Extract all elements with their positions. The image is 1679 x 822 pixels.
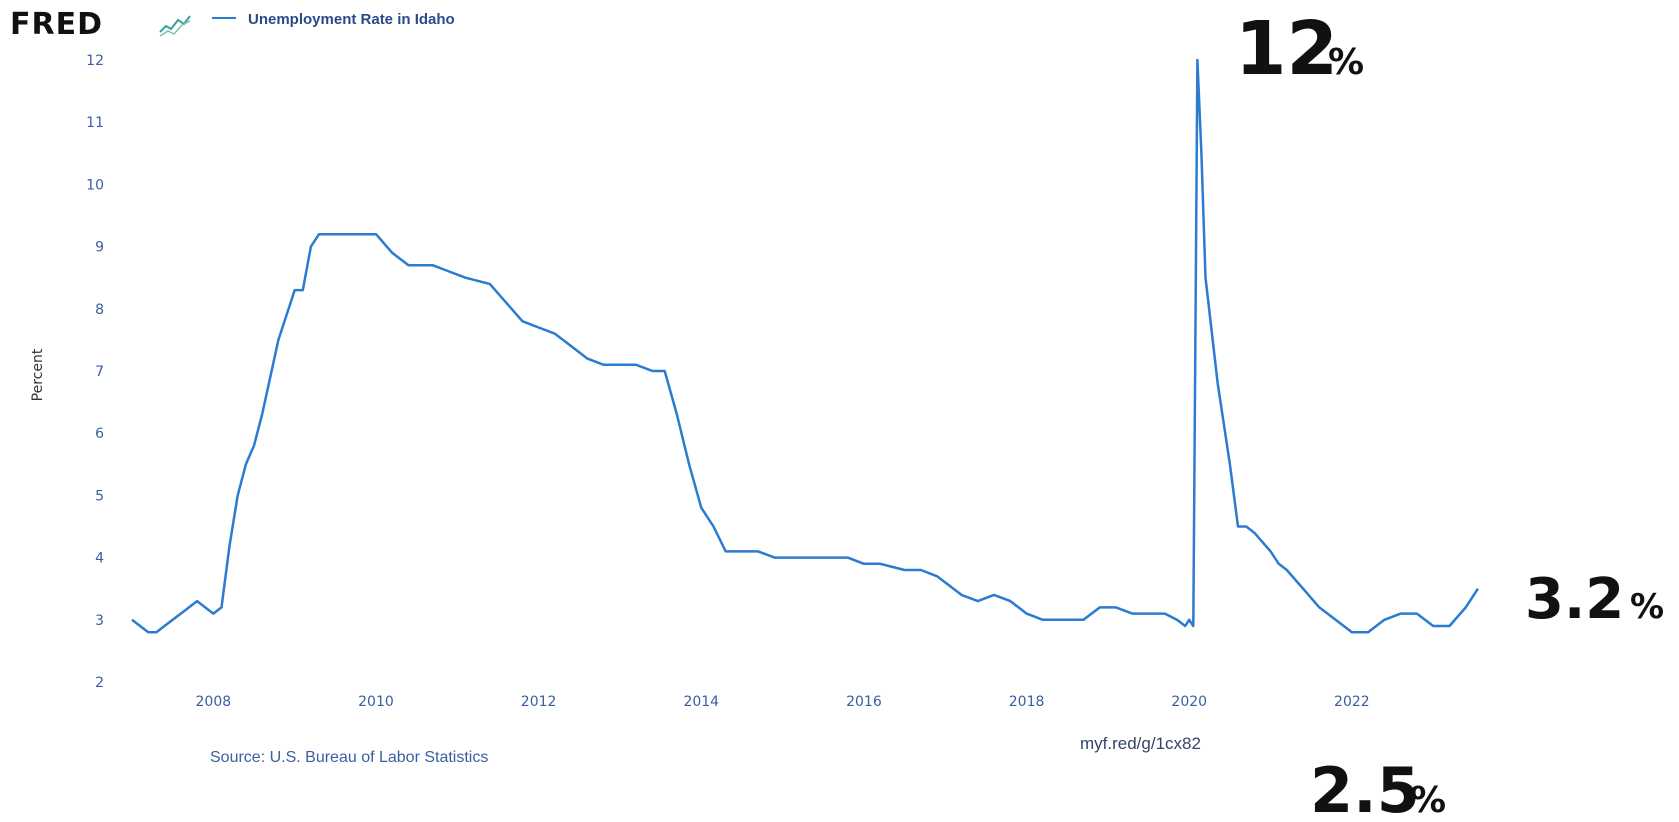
fred-logo: FRED: [10, 7, 103, 42]
fred-chart-icon: [159, 15, 191, 37]
annotation-latest-value: 3.2: [1525, 567, 1624, 632]
y-axis-ticks: 2 3 4 5 6 7 8 9 10 11 12: [86, 53, 104, 691]
y-tick-label: 8: [95, 302, 104, 318]
annotation-low: 2.5 %: [1310, 754, 1446, 822]
x-axis-ticks: 2008 2010 2012 2014 2016 2018 2020 2022: [196, 694, 1370, 710]
annotation-latest-unit: %: [1630, 587, 1664, 627]
annotation-peak: 12 %: [1235, 6, 1364, 92]
source-note: Source: U.S. Bureau of Labor Statistics: [210, 749, 488, 766]
annotation-latest: 3.2 %: [1525, 567, 1664, 632]
series-group: [131, 58, 1479, 634]
x-tick-label: 2018: [1009, 694, 1045, 710]
y-tick-label: 2: [95, 675, 104, 691]
annotation-peak-unit: %: [1328, 42, 1364, 83]
x-tick-label: 2008: [196, 694, 232, 710]
short-link[interactable]: myf.red/g/1cx82: [1080, 734, 1201, 753]
y-tick-label: 10: [86, 177, 104, 193]
series-line: [131, 58, 1479, 634]
y-tick-label: 6: [95, 426, 104, 442]
x-tick-label: 2012: [521, 694, 557, 710]
x-tick-label: 2022: [1334, 694, 1370, 710]
y-axis-label: Percent: [30, 348, 46, 401]
x-tick-label: 2014: [683, 694, 719, 710]
y-tick-label: 4: [95, 551, 104, 567]
x-tick-label: 2020: [1171, 694, 1207, 710]
x-tick-label: 2016: [846, 694, 882, 710]
y-tick-label: 9: [95, 240, 104, 256]
x-tick-label: 2010: [358, 694, 394, 710]
y-tick-label: 3: [95, 613, 104, 629]
annotation-low-value: 2.5: [1310, 754, 1420, 822]
annotation-low-unit: %: [1410, 780, 1446, 821]
annotation-peak-value: 12: [1235, 6, 1338, 92]
legend-series-name: Unemployment Rate in Idaho: [248, 11, 455, 28]
y-tick-label: 11: [86, 115, 104, 131]
y-tick-label: 5: [95, 488, 104, 504]
y-tick-label: 7: [95, 364, 104, 380]
y-tick-label: 12: [86, 53, 104, 69]
